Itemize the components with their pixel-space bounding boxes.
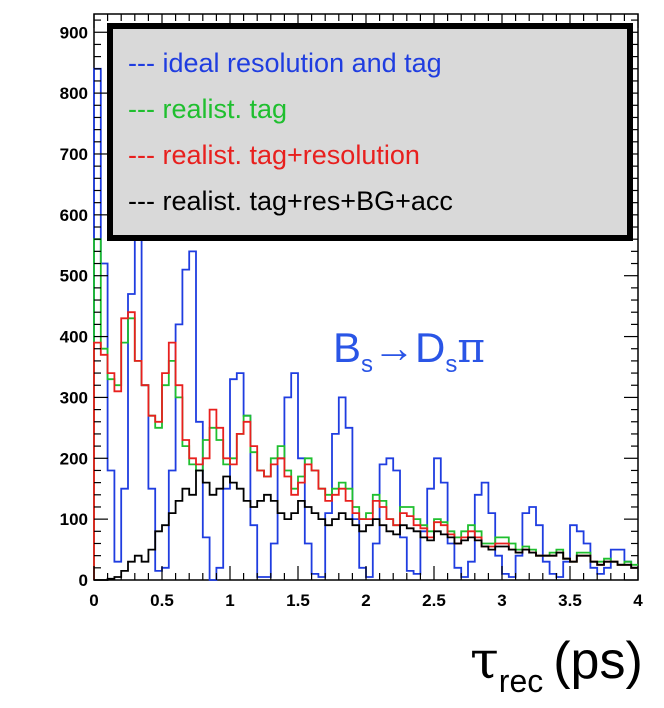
x-tick-label: 0.5: [150, 591, 174, 610]
legend-entry: --- realist. tag+resolution: [128, 140, 420, 170]
x-tick-label: 2: [361, 591, 370, 610]
y-tick-label: 900: [60, 23, 88, 42]
y-tick-label: 800: [60, 84, 88, 103]
x-tick-label: 0: [89, 591, 98, 610]
x-tick-label: 3: [497, 591, 506, 610]
y-tick-label: 400: [60, 328, 88, 347]
series-line-4: [94, 469, 638, 581]
decay-annotation: Bs→Dsπ: [333, 323, 485, 378]
legend: --- ideal resolution and tag --- realist…: [107, 23, 633, 241]
x-tick-label: 1: [225, 591, 234, 610]
x-tick-label: 3.5: [558, 591, 582, 610]
x-axis-label: τrec (ps): [470, 631, 643, 699]
legend-box: [107, 23, 633, 241]
y-tick-label: 0: [79, 571, 88, 590]
y-tick-label: 300: [60, 388, 88, 407]
y-tick-label: 600: [60, 206, 88, 225]
x-tick-label: 4: [633, 591, 643, 610]
legend-entry: --- realist. tag+res+BG+acc: [128, 186, 453, 216]
y-tick-label: 500: [60, 267, 88, 286]
y-tick-label: 100: [60, 510, 88, 529]
x-tick-label: 2.5: [422, 591, 446, 610]
legend-entry: --- ideal resolution and tag: [128, 48, 442, 78]
y-tick-label: 700: [60, 145, 88, 164]
axis-layer: 0 100 200 300 400 500 600 700 800 900 0 0.5 1 1.5 2 2.5…: [60, 14, 643, 610]
y-tick-label: 200: [60, 449, 88, 468]
x-tick-label: 1.5: [286, 591, 310, 610]
legend-entry: --- realist. tag: [128, 94, 287, 124]
